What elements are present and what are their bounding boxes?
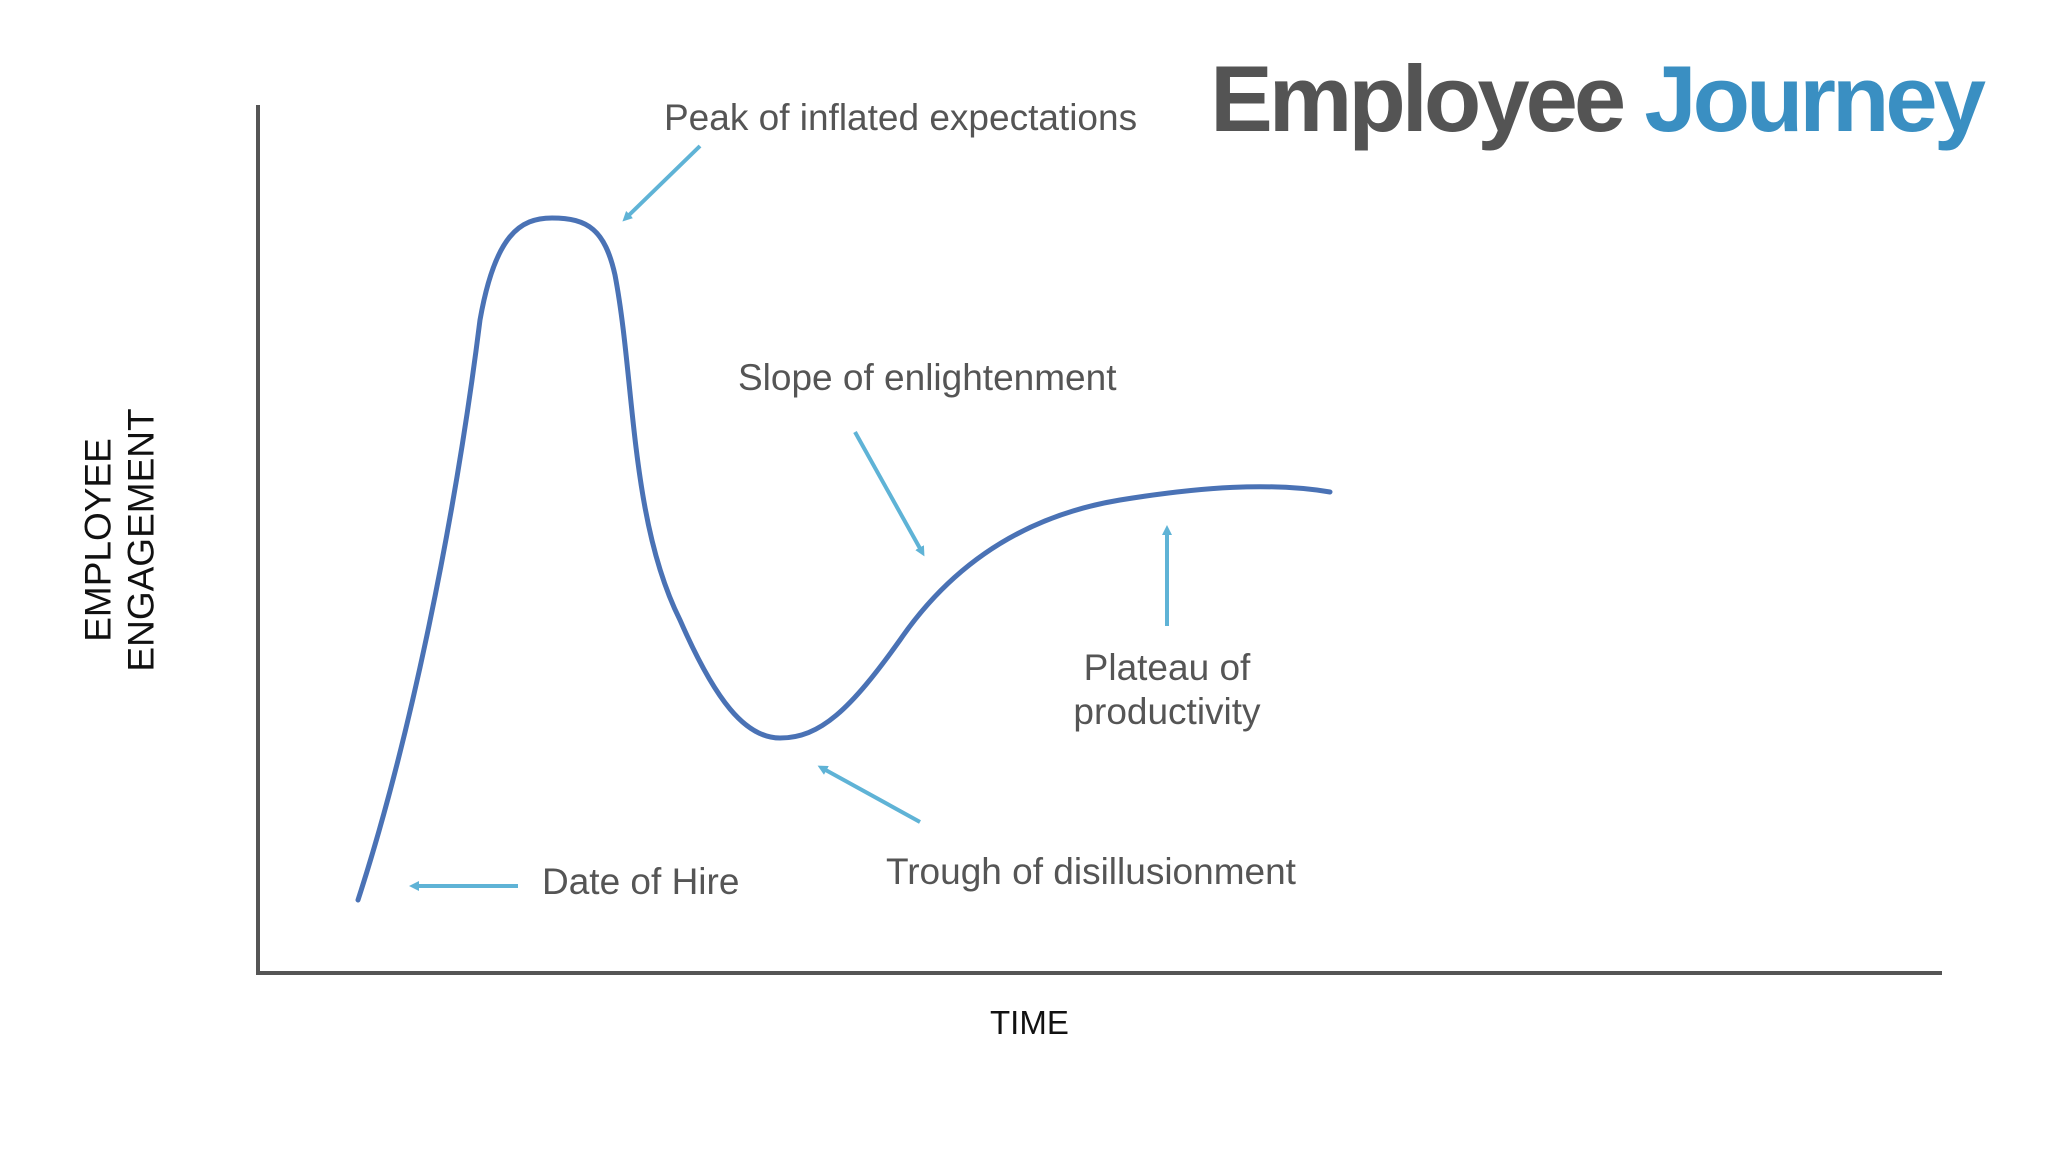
slope-arrow [853,431,925,557]
plateau-label-line1: Plateau of [1083,647,1251,688]
y-axis-label: EMPLOYEE ENGAGEMENT [77,408,162,671]
title-word-journey: Journey [1644,46,1986,151]
peak-arrow [622,144,702,222]
y-axis-label-line2: ENGAGEMENT [120,408,161,672]
peak-label: Peak of inflated expectations [664,97,1138,138]
trough-label: Trough of disillusionment [886,851,1296,892]
slope-label: Slope of enlightenment [738,357,1117,398]
title-word-employee: Employee [1210,46,1626,151]
plateau-label-line2: productivity [1073,691,1261,733]
slide-title: Employee Journey [1210,52,1986,146]
y-axis-label-line1: EMPLOYEE [77,438,119,642]
x-axis-label: TIME [990,1004,1069,1041]
trough-arrow [817,765,921,824]
plateau-label: Plateau of productivity [1073,646,1260,735]
date-of-hire-label: Date of Hire [542,861,740,902]
engagement-curve [355,215,1333,903]
